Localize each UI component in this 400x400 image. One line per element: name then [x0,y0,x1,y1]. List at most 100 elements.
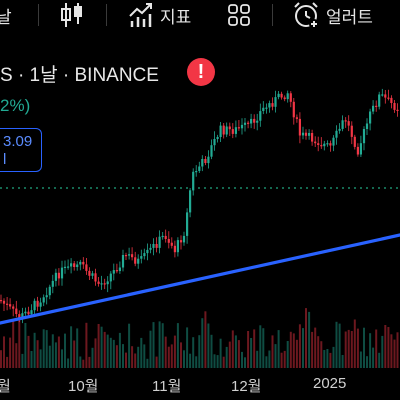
candle-body [12,306,15,309]
candle-body [283,97,286,100]
volume-bar [295,339,298,368]
toolbar-divider [38,4,39,26]
candle-body [106,281,109,285]
candle-body [170,242,173,246]
alert-button[interactable]: 얼러트 [292,0,373,30]
candle-body [128,254,131,256]
candle-body [140,256,143,259]
volume-bar [241,351,243,368]
volume-bar [363,327,365,368]
candle-body [76,264,79,267]
volume-bar [329,352,332,368]
volume-bar [64,333,66,368]
candle-body [353,136,356,147]
symbol-title[interactable]: S · 1날 · BINANCE [0,58,159,88]
volume-bar [323,350,326,368]
candle-body [82,261,85,265]
volume-bar [207,323,210,368]
candle-body [27,311,30,315]
top-toolbar: 날 지표 [0,0,400,34]
volume-bar [164,336,167,368]
candle-body [243,122,247,125]
candle-body [362,129,366,144]
candle-body [189,190,192,213]
volume-bar [366,356,368,368]
volume-bar [82,359,85,368]
volume-bar [372,347,375,368]
volume-bar [125,352,127,368]
candle-body [286,93,289,100]
volume-bar [216,355,219,368]
candle-body [265,107,268,109]
candle-body [365,123,369,129]
candle-body [384,94,387,98]
volume-bar [195,356,198,368]
candle-body [18,314,21,320]
symbol-title-text: S · 1날 · BINANCE [0,64,159,86]
candle-body [182,235,186,243]
candle-body [97,281,100,284]
candle-body [259,111,262,121]
candle-body [57,272,60,279]
x-axis-tick: 2025 [313,375,347,392]
candle-body [109,273,112,282]
candle-body [198,166,201,171]
volume-bar [15,343,18,368]
volume-bar [122,344,124,368]
volume-bar [308,311,311,368]
candle-body [304,132,308,136]
volume-bar [268,350,271,368]
chart-type-button[interactable] [60,0,84,30]
volume-bar [73,340,76,368]
exclamation-icon[interactable]: ! [187,58,215,86]
candle-body [308,133,311,136]
volume-bar [262,328,265,368]
toolbar-divider [272,4,273,26]
candle-body [350,125,353,137]
candle-body [375,105,378,107]
volume-bars [0,308,399,368]
volume-bar [176,323,179,368]
volume-bar [3,336,5,368]
volume-bar [378,352,381,368]
candle-body [192,171,195,191]
volume-bar [289,331,292,368]
layout-button[interactable] [228,0,250,30]
candle-body [167,239,170,243]
interval-selector[interactable]: 날 [0,0,12,30]
trend-line[interactable] [0,233,400,325]
volume-bar [36,340,39,368]
candle-body [240,124,244,129]
volume-bar [228,341,231,368]
volume-bar [244,357,246,368]
volume-bar [45,330,48,368]
volume-bar [97,324,100,368]
volume-bar [33,332,36,368]
candle-body [332,137,335,146]
candle-body [48,286,51,296]
candle-body [134,257,137,264]
volume-bar [204,311,207,368]
volume-bar [131,346,134,368]
volume-bar [189,353,192,368]
candle-body [213,139,216,146]
candle-body [311,133,314,142]
volume-bar [222,356,225,368]
candle-body [36,300,39,307]
indicators-button[interactable]: 지표 [128,0,191,30]
candle-body [216,137,219,139]
price-box[interactable]: 3.09 l [0,128,42,172]
candle-body [326,143,329,145]
candle-body [393,103,396,110]
candle-body [381,94,384,96]
alarm-clock-icon [294,2,319,29]
candle-body [207,156,210,164]
volume-bar [170,344,173,368]
candle-body [219,125,222,137]
candle-body [280,93,283,98]
candle-body [225,126,228,135]
toolbar-divider [106,4,107,26]
volume-bar [76,328,79,368]
candle-body [94,273,97,282]
